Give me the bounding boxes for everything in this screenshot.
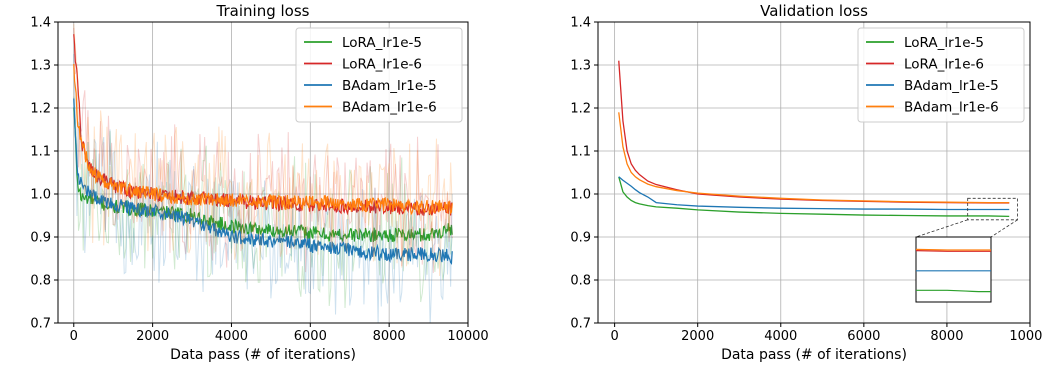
series-lora-lr1e-5-line [618,176,1010,218]
legend-label: LoRA_lr1e-5 [904,35,984,51]
legend-label: BAdam_lr1e-6 [904,100,999,116]
y-tick-label: 1.3 [30,59,51,74]
y-tick-label: 0.7 [570,317,591,332]
series-badam-lr1e-5-raw [73,53,453,323]
x-tick-label: 0 [70,329,78,344]
x-tick-label: 2000 [681,329,714,344]
y-tick-label: 1.2 [570,102,591,117]
x-tick-label: 6000 [847,329,880,344]
inset-zoom-region [967,197,1018,221]
inset-series-lora-lr1e-5 [916,289,991,293]
inset-box [915,236,992,303]
series-badam-lr1e-6-raw [73,24,453,276]
legend-label: BAdam_lr1e-5 [904,78,999,94]
y-tick-label: 1.2 [30,102,51,117]
legend-box [857,27,1025,123]
x-tick-label: 4000 [215,329,248,344]
y-tick-label: 1.1 [570,145,591,160]
inset-connector [915,219,968,238]
y-tick-label: 0.9 [30,231,51,246]
x-tick-label: 8000 [373,329,406,344]
y-tick-label: 1.1 [30,145,51,160]
chart-title: Validation loss [760,2,868,20]
x-axis-label: Data pass (# of iterations) [721,347,907,363]
legend-label: BAdam_lr1e-6 [342,100,437,116]
series-badam-lr1e-5-line [73,98,453,265]
legend-label: LoRA_lr1e-6 [904,57,984,73]
x-tick-label: 8000 [930,329,963,344]
legend-label: BAdam_lr1e-5 [342,78,437,94]
legend-box [295,27,463,123]
x-tick-label: 10000 [447,329,488,344]
series-lora-lr1e-5-line [73,107,453,244]
y-tick-label: 1.0 [30,188,51,203]
y-tick-label: 0.8 [570,274,591,289]
legend: LoRA_lr1e-5 LoRA_lr1e-6 BAdam_lr1e-5 BAdam_… [295,27,463,123]
chart-title: Training loss [216,2,310,20]
inset-connector [990,219,1018,238]
y-tick-label: 0.9 [570,231,591,246]
x-axis-label: Data pass (# of iterations) [170,347,356,363]
series-badam-lr1e-6-line [618,112,1010,204]
y-tick-label: 1.0 [570,188,591,203]
y-tick-label: 1.3 [570,59,591,74]
series-badam-lr1e-6-line [73,63,453,216]
x-tick-label: 4000 [764,329,797,344]
y-tick-label: 0.8 [30,274,51,289]
legend-label: LoRA_lr1e-6 [342,57,422,73]
legend: LoRA_lr1e-5 LoRA_lr1e-6 BAdam_lr1e-5 BAdam_… [857,27,1025,123]
panel-training: 0 2000 4000 6000 8000 10000 0.7 0.8 0.9 1.0 1.1 1.2… [30,2,488,363]
inset-series-badam-lr1e-6 [915,248,991,251]
axes-frame [57,21,469,324]
x-tick-label: 6000 [294,329,327,344]
x-tick-label: 10000 [1009,329,1042,344]
y-tick-label: 1.4 [30,16,51,31]
inset-series-lora-lr1e-6 [915,250,991,252]
x-tick-label: 0 [610,329,618,344]
legend-label: LoRA_lr1e-5 [342,35,422,51]
plot-area [618,60,1010,218]
axes-frame [597,21,1031,324]
plot-area [73,24,453,323]
series-lora-lr1e-6-raw [73,27,453,274]
y-tick-label: 0.7 [30,317,51,332]
panel-validation: 0 2000 4000 6000 8000 10000 0.7 0.8 0.9 1.0 1.1 1.2… [570,2,1042,363]
x-tick-label: 2000 [136,329,169,344]
y-tick-label: 1.4 [570,16,591,31]
series-badam-lr1e-5-line [618,176,1010,211]
